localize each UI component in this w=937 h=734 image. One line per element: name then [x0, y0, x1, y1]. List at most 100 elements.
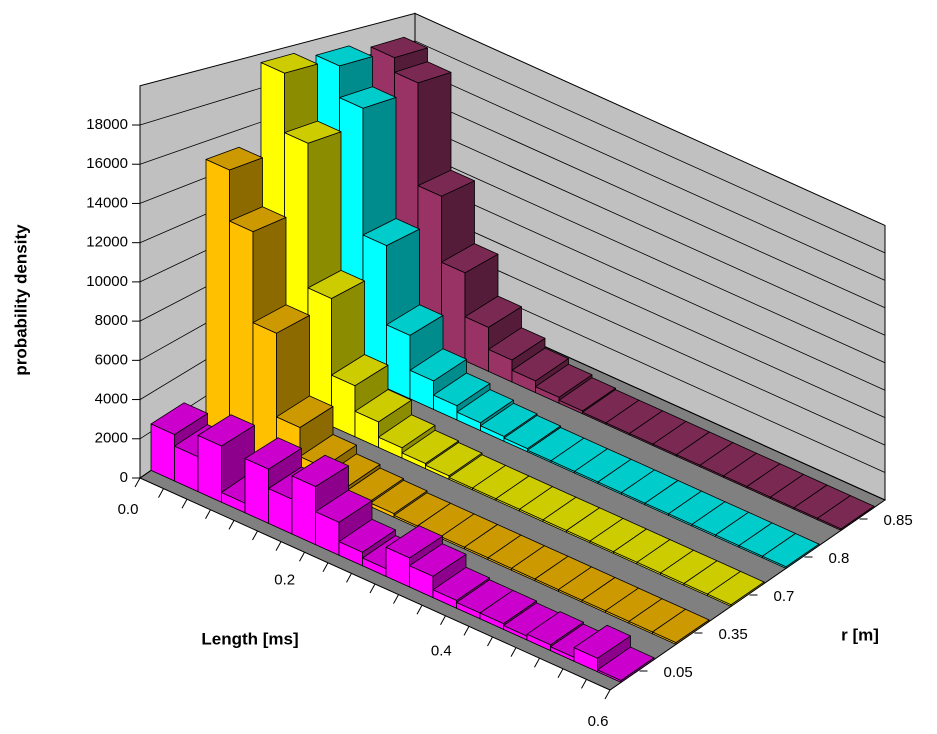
- x-tick: [393, 594, 399, 604]
- bar-top: [338, 518, 396, 553]
- x-axis-title: Length [ms]: [201, 629, 298, 648]
- bar-top: [488, 327, 546, 361]
- bar-top: [307, 269, 365, 299]
- bar-top: [817, 495, 875, 530]
- bar-top: [526, 611, 584, 646]
- y-tick-label: 8000: [95, 312, 128, 329]
- bar-top: [433, 372, 491, 407]
- bar-top: [394, 61, 452, 84]
- x-tick: [228, 520, 235, 530]
- z-axis-title: r [m]: [841, 625, 879, 644]
- bar-top: [339, 86, 397, 109]
- bar-top: [362, 218, 420, 247]
- x-tick-label: 0.6: [588, 713, 609, 730]
- x-tick-label: 0.4: [431, 642, 452, 659]
- x-tick-label: 0.2: [274, 572, 295, 589]
- bar-top: [244, 437, 302, 470]
- bar-top: [707, 571, 765, 606]
- bar-front: [441, 261, 466, 362]
- x-tick: [581, 679, 587, 689]
- bar-top: [291, 454, 349, 487]
- bar-top: [370, 479, 428, 514]
- bar-top: [597, 646, 655, 681]
- bar-top: [385, 525, 443, 559]
- y-tick-label: 2000: [95, 430, 128, 447]
- bar-top: [331, 354, 389, 387]
- bar-top: [425, 442, 483, 477]
- x-tick: [510, 647, 517, 657]
- y-tick-label: 10000: [86, 273, 128, 290]
- bar: [762, 533, 820, 569]
- x-tick: [346, 573, 352, 583]
- grid-line: [139, 40, 886, 254]
- x-tick: [557, 668, 564, 679]
- bar-top: [315, 45, 373, 67]
- bar-top: [252, 304, 310, 334]
- bar: [597, 646, 655, 683]
- x-tick: [487, 636, 493, 647]
- y-tick-label: 16000: [86, 155, 128, 172]
- bar-top: [573, 624, 631, 659]
- bar-top: [432, 566, 490, 601]
- bar-top: [229, 206, 287, 233]
- y-axis-title: probability density: [11, 224, 30, 376]
- x-tick: [440, 615, 446, 626]
- bar-top: [479, 590, 537, 624]
- bar: [652, 608, 710, 645]
- x-tick: [534, 657, 540, 668]
- x-tick: [275, 541, 282, 551]
- bar-top: [762, 533, 820, 568]
- x-tick: [322, 562, 329, 573]
- z-tick-label: 0.35: [719, 626, 748, 643]
- y-tick-label: 4000: [95, 391, 128, 408]
- bar-top: [535, 363, 593, 398]
- bar-top: [284, 120, 342, 144]
- x-tick: [299, 551, 305, 562]
- bar-top: [378, 414, 436, 449]
- y-tick-label: 18000: [86, 116, 128, 133]
- bar: [315, 489, 373, 556]
- bar-top: [464, 295, 522, 328]
- z-tick-label: 0.8: [829, 550, 850, 567]
- y-tick-label: 0: [120, 469, 128, 486]
- bar-top: [480, 402, 538, 437]
- z-tick-label: 0.85: [884, 512, 913, 529]
- bar-front: [205, 158, 230, 444]
- x-tick: [252, 530, 258, 541]
- bar-top: [652, 608, 710, 643]
- bar-top: [503, 414, 561, 450]
- bar-top: [354, 389, 412, 423]
- x-tick: [158, 488, 164, 498]
- bar-top: [197, 414, 255, 447]
- x-tick: [369, 583, 376, 594]
- bar-front: [291, 475, 316, 545]
- x-tick: [463, 626, 470, 636]
- bar-front: [386, 324, 411, 400]
- bar-top: [150, 402, 208, 435]
- bar-top: [276, 395, 334, 428]
- bar: [386, 304, 444, 400]
- x-tick: [205, 509, 211, 520]
- bar-top: [370, 36, 428, 58]
- bar-top: [409, 348, 467, 382]
- x-tick: [416, 604, 423, 615]
- bar-front: [244, 458, 269, 524]
- bar-top: [441, 243, 499, 274]
- x-tick-label: 0.0: [118, 501, 139, 518]
- bar-top: [456, 389, 514, 424]
- bar-front: [197, 434, 222, 503]
- x-tick: [181, 498, 188, 509]
- bar: [573, 624, 631, 673]
- bar: [558, 377, 616, 415]
- y-tick-label: 14000: [86, 194, 128, 211]
- z-tick-label: 0.05: [664, 664, 693, 681]
- bar-top: [401, 429, 459, 464]
- y-tick-label: 12000: [86, 234, 128, 251]
- y-tick-label: 6000: [95, 351, 128, 368]
- bar: [817, 495, 875, 531]
- bar-top: [417, 169, 475, 197]
- bar-top: [511, 347, 569, 382]
- bar-top: [558, 377, 616, 412]
- bar-top: [409, 543, 467, 577]
- bar: [707, 571, 765, 607]
